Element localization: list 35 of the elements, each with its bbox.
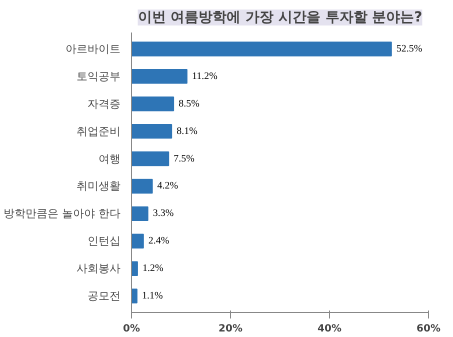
data-label: 7.5% — [174, 153, 194, 164]
y-tick-label: 공모전 — [88, 290, 120, 303]
bar — [132, 261, 138, 276]
x-tick-label: 20% — [218, 324, 242, 334]
bar — [132, 42, 392, 56]
y-tick-label: 아르바이트 — [66, 42, 120, 56]
x-tick-label: 60% — [416, 324, 440, 334]
data-label: 8.1% — [176, 126, 198, 137]
data-label: 4.2% — [157, 180, 178, 192]
y-tick-label: 토익공부 — [76, 70, 120, 83]
bar — [132, 288, 138, 304]
data-label: 2.4% — [148, 236, 170, 247]
bar — [132, 151, 170, 166]
data-label: 11.2% — [192, 70, 218, 82]
y-tick-label: 취미생활 — [76, 180, 120, 193]
y-tick-label: 인턴십 — [88, 234, 120, 248]
bar — [132, 234, 144, 248]
x-tick-label: 0% — [123, 324, 140, 334]
bar — [132, 206, 148, 222]
y-tick-label: 방학만큼은 놀아야 한다 — [4, 207, 121, 220]
bar — [132, 178, 153, 194]
data-label: 3.3% — [152, 208, 174, 220]
chart-title: 이번 여름방학에 가장 시간을 투자할 분야는? — [138, 10, 422, 26]
y-tick-label: 취업준비 — [76, 124, 120, 138]
y-tick-label: 여행 — [98, 152, 120, 166]
data-label: 8.5% — [178, 98, 200, 110]
data-label: 1.2% — [142, 263, 164, 274]
bar — [132, 96, 174, 112]
y-tick-label: 사회봉사 — [76, 262, 120, 276]
x-tick-label: 40% — [318, 324, 342, 334]
bar — [132, 124, 172, 139]
data-label: 1.1% — [142, 290, 163, 302]
data-label: 52.5% — [396, 43, 422, 54]
bar — [132, 69, 188, 84]
y-tick-label: 자격증 — [88, 97, 120, 110]
